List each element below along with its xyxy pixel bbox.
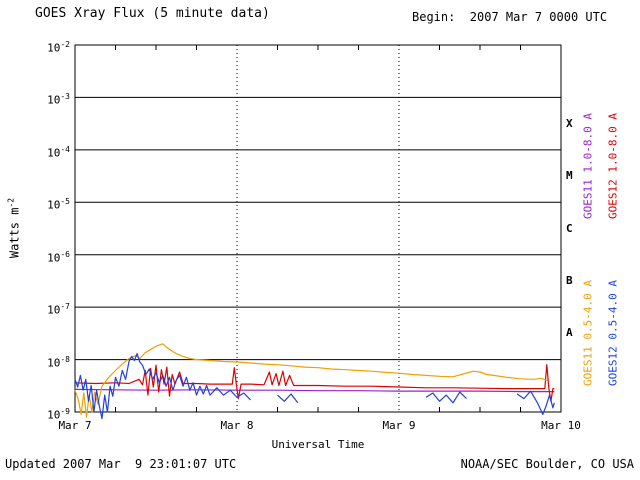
x-tick-label: Mar 10 bbox=[541, 419, 581, 432]
trace-2 bbox=[74, 343, 548, 418]
trace-3 bbox=[425, 391, 467, 404]
trace-3 bbox=[74, 353, 251, 420]
legend-label-3: GOES12 0.5-4.0 A bbox=[606, 280, 620, 386]
trace-1 bbox=[74, 364, 555, 402]
begin-time-label: Begin: 2007 Mar 7 0000 UTC bbox=[412, 10, 608, 24]
trace-3 bbox=[516, 390, 555, 415]
legend-label-2: GOES11 0.5-4.0 A bbox=[581, 280, 595, 386]
chart-title: GOES Xray Flux (5 minute data) bbox=[35, 6, 270, 21]
trace-0 bbox=[74, 388, 555, 393]
updated-timestamp: Updated 2007 Mar 9 23:01:07 UTC bbox=[5, 457, 237, 471]
y-tick-label: 10-8 bbox=[47, 354, 70, 370]
flare-class-b: B bbox=[566, 273, 573, 287]
x-tick-label: Mar 8 bbox=[220, 419, 254, 432]
flare-class-c: C bbox=[566, 221, 573, 235]
x-axis-title: Universal Time bbox=[271, 438, 365, 451]
legend-label-0: GOES11 1.0-8.0 A bbox=[581, 113, 595, 219]
x-tick-label: Mar 7 bbox=[58, 419, 92, 432]
x-tick-label: Mar 9 bbox=[382, 419, 416, 432]
y-tick-label: 10-7 bbox=[47, 302, 70, 317]
flare-class-a: A bbox=[566, 326, 573, 340]
y-tick-label: 10-5 bbox=[47, 197, 70, 212]
flare-class-m: M bbox=[566, 169, 573, 183]
flare-class-x: X bbox=[566, 116, 573, 130]
trace-3 bbox=[277, 393, 299, 404]
credit-text: NOAA/SEC Boulder, CO USA bbox=[460, 457, 634, 471]
plot-frame bbox=[74, 44, 562, 413]
y-tick-label: 10-2 bbox=[47, 40, 70, 55]
y-tick-label: 10-3 bbox=[47, 92, 70, 108]
y-tick-label: 10-4 bbox=[47, 144, 70, 160]
y-tick-label: 10-9 bbox=[47, 407, 70, 422]
y-tick-label: 10-6 bbox=[47, 249, 70, 265]
legend-label-1: GOES12 1.0-8.0 A bbox=[606, 113, 620, 219]
